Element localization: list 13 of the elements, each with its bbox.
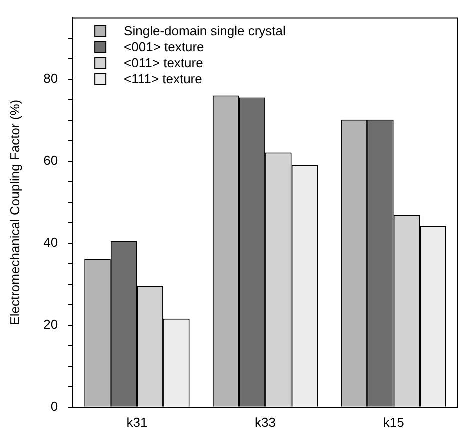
legend-label: Single-domain single crystal <box>124 23 286 38</box>
legend-label: <111> texture <box>124 71 202 86</box>
y-axis-title: Electromechanical Coupling Factor (%) <box>7 100 22 326</box>
y-tick-label: 0 <box>50 398 58 414</box>
x-tick-label: k31 <box>126 414 148 430</box>
x-tick-label: k33 <box>255 414 276 430</box>
x-tick-label: k15 <box>383 414 404 430</box>
legend-label: <001> texture <box>124 39 204 54</box>
y-tick-label: 80 <box>44 70 58 86</box>
y-tick-label: 60 <box>44 152 58 168</box>
y-tick-label: 20 <box>44 316 58 332</box>
y-tick-label: 40 <box>44 234 58 250</box>
legend-label: <011> texture <box>124 55 204 70</box>
